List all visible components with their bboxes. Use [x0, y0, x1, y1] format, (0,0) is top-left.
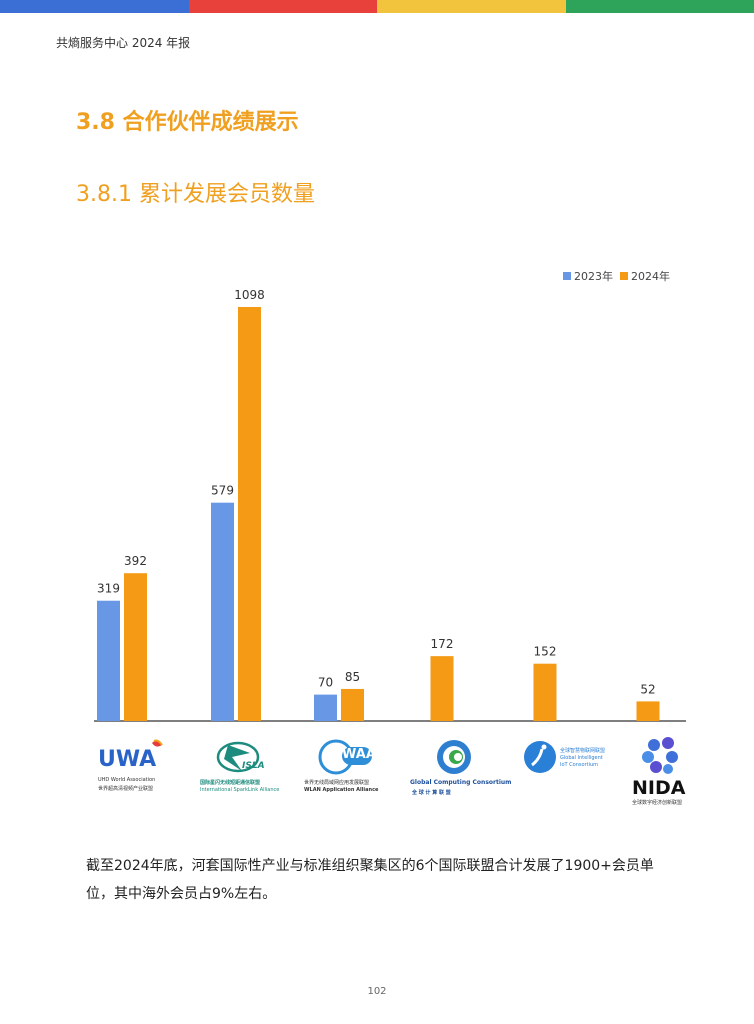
data-label-isla-2023: 579: [211, 484, 234, 498]
giic-line3: IoT Consortium: [560, 762, 599, 768]
data-label-gcc-2024: 172: [431, 637, 454, 651]
data-label-uwa-2023: 319: [97, 582, 120, 596]
giic-line2: Global Intelligent: [560, 755, 603, 761]
bar-isla-2024: [238, 307, 261, 721]
nida-mark-text: NIDA: [632, 777, 686, 799]
legend-swatch-2023: [563, 272, 571, 280]
top-color-bar: [0, 0, 754, 13]
data-label-nida-2024: 52: [640, 682, 655, 696]
isla-star-icon: [216, 741, 260, 773]
chart-legend: 2023年 2024年: [563, 268, 674, 284]
data-label-uwa-2024: 392: [124, 554, 147, 568]
gcc-line2: 全 球 计 算 联 盟: [412, 790, 451, 796]
top-bar-segment-yellow: [377, 0, 566, 13]
bar-nida-2024: [636, 701, 660, 721]
bar-uwa-2024: [124, 573, 147, 721]
waa-ring-icon: [318, 739, 372, 775]
bar-uwa-2023: [97, 600, 120, 721]
report-header: 共熵服务中心 2024 年报: [56, 36, 191, 50]
page-number: 102: [367, 986, 387, 997]
alliance-logos-row: UWA UHD World Association 世界超高清视频产业联盟 IS…: [80, 735, 720, 815]
logo-gcc: Global Computing Consortium 全 球 计 算 联 盟: [406, 735, 516, 813]
bar-isla-2023: [211, 502, 234, 721]
data-label-waa-2023: 70: [318, 676, 333, 690]
gcc-swirl-icon: [437, 740, 471, 774]
data-label-isla-2024: 1098: [234, 288, 265, 302]
nida-line1: 全球数字经济创新联盟: [632, 800, 683, 806]
bar-waa-2024: [341, 688, 364, 721]
logo-giic: 全球智慧物联网联盟 Global Intelligent IoT Consort…: [516, 735, 626, 813]
isla-line2: International SparkLink Alliance: [200, 787, 280, 793]
bar-gcc-2024: [430, 656, 454, 721]
bar-waa-2023: [314, 694, 337, 721]
legend-label-2023: 2023年: [574, 270, 613, 283]
summary-paragraph: 截至2024年底，河套国际性产业与标准组织聚集区的6个国际联盟合计发展了1900…: [86, 858, 654, 902]
nida-network-icon: [642, 737, 678, 774]
section-title: 3.8 合作伙伴成绩展示: [76, 110, 299, 135]
logo-uwa: UWA UHD World Association 世界超高清视频产业联盟: [94, 735, 204, 813]
top-bar-segment-blue: [0, 0, 189, 13]
top-bar-segment-red: [188, 0, 377, 13]
legend-swatch-2024: [620, 272, 628, 280]
uwa-mark-text: UWA: [98, 747, 157, 772]
uwa-mark-icon: [152, 739, 163, 747]
giic-globe-icon: [524, 741, 556, 773]
legend-label-2024: 2024年: [631, 270, 670, 283]
waa-mark-text: WAA: [342, 747, 376, 762]
waa-line1: 世界无线局域网应用发展联盟: [304, 780, 370, 786]
logo-nida: NIDA 全球数字经济创新联盟: [632, 735, 702, 813]
data-label-waa-2024: 85: [345, 670, 360, 684]
bar-giic-2024: [533, 663, 557, 721]
logo-waa: WAA 世界无线局域网应用发展联盟 WLAN Application Allia…: [302, 735, 412, 813]
logo-isla: ISLA 国际星闪无线短距通信联盟 International SparkLin…: [198, 735, 308, 813]
bar-chart: 319 392 579 1098 70 85 172 152 52: [94, 288, 686, 722]
giic-line1: 全球智慧物联网联盟: [560, 748, 606, 754]
gcc-line1: Global Computing Consortium: [410, 779, 512, 786]
top-bar-segment-green: [565, 0, 754, 13]
waa-line2: WLAN Application Alliance: [304, 787, 379, 793]
isla-mark-text: ISLA: [242, 761, 265, 771]
section-subtitle: 3.8.1 累计发展会员数量: [76, 182, 315, 207]
data-label-giic-2024: 152: [534, 645, 557, 659]
uwa-line2: 世界超高清视频产业联盟: [98, 786, 154, 792]
isla-line1: 国际星闪无线短距通信联盟: [200, 780, 261, 786]
uwa-line1: UHD World Association: [98, 777, 156, 783]
